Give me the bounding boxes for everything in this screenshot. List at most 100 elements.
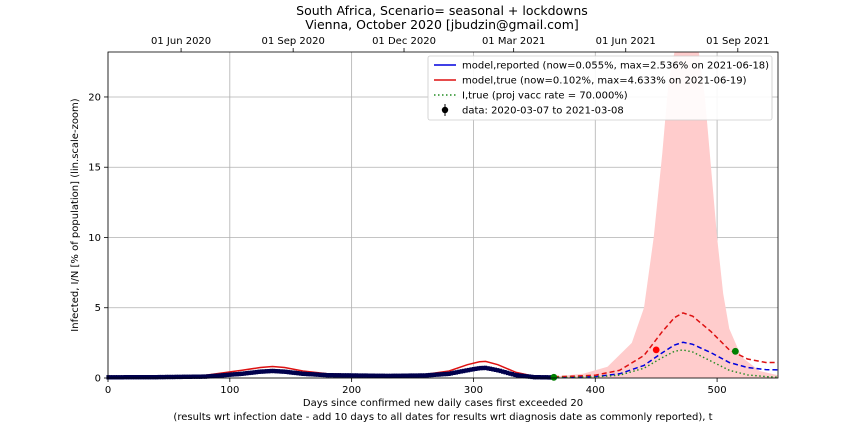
data-point [164,374,169,380]
x-tick-label-2: 200 [342,385,361,396]
x-tick-label-0: 0 [105,385,111,396]
data-point [496,368,500,373]
y-tick-label-0: 0 [95,374,101,385]
data-point [284,369,288,374]
data-point [196,374,200,379]
data-point [501,369,505,374]
x-tick-label-4: 400 [586,385,605,396]
data-point [508,371,512,376]
data-point [135,375,139,380]
data-point [498,368,502,374]
data-point [123,375,127,380]
data-point [279,369,283,374]
data-point [440,372,444,377]
data-point [206,374,210,379]
data-point [532,375,536,380]
data-point [452,370,456,375]
data-point [247,370,251,376]
ticks-layer: 0 100 200 300 400 500 0 5 10 15 20 01 Jun 2020 01 Se… [88,36,769,396]
data-point [525,374,529,379]
data-point [486,366,490,371]
data-point [201,374,205,379]
data-point [442,371,446,377]
data-point [459,369,463,374]
data-point [423,373,427,378]
data-point [491,367,495,372]
data-point [130,375,134,380]
data-point [145,375,149,380]
data-point [318,372,322,377]
data-point [484,365,488,371]
data-point [133,375,137,380]
data-point [469,367,473,372]
data-point [238,371,242,377]
data-point [474,366,478,371]
top-tick-label-1: 01 Sep 2020 [261,36,324,47]
data-point [311,372,315,377]
data-point [354,373,359,378]
data-point [418,373,422,378]
data-point [337,373,342,378]
data-point [184,374,188,379]
y-tick-label-3: 15 [88,163,101,174]
data-point [223,372,227,378]
top-tick-label-5: 01 Sep 2021 [706,36,769,47]
y-tick-label-2: 10 [88,233,101,244]
data-point [142,375,147,380]
data-point [515,373,519,378]
data-point [138,375,142,380]
data-point [396,373,400,378]
data-point [523,373,527,379]
data-point [199,374,203,379]
data-point [384,373,388,379]
data-point [186,374,190,379]
confidence-band [553,52,778,378]
data-point [245,371,249,376]
data-point [272,368,276,374]
data-point [269,368,273,374]
data-point [116,375,120,380]
data-point [374,373,378,378]
data-point [481,365,485,371]
x-axis-note: (results wrt infection date - add 10 day… [173,412,712,423]
x-tick-label-3: 300 [464,385,483,396]
data-point [162,374,166,380]
data-points-layer [106,365,556,380]
legend-box [427,55,773,121]
data-point [296,371,300,376]
data-point [479,365,483,371]
data-point [342,373,346,378]
data-point [286,369,290,375]
data-point [155,375,159,380]
series-i-true [553,349,779,379]
data-point [445,371,449,377]
data-point [294,370,298,376]
data-point [364,373,368,378]
data-point [435,372,439,377]
data-point [437,372,441,377]
data-point [233,372,237,377]
data-point [462,368,466,374]
data-point [510,372,514,377]
data-point [430,372,434,378]
data-point [257,369,261,374]
legend-model-true: model,true (now=0.102%, max=4.633% on 20… [462,76,747,87]
data-point [240,371,244,376]
x-axis-label: Days since confirmed new daily cases fir… [303,398,583,409]
legend-model-reported: model,reported (now=0.055%, max=2.536% o… [462,61,769,72]
data-point [303,371,307,377]
data-point [301,371,305,376]
data-point [357,373,361,378]
data-point [250,370,254,375]
data-point [372,373,376,378]
data-point [298,371,303,376]
data-point [152,375,156,380]
legend-data: data: 2020-03-07 to 2021-03-08 [462,106,624,117]
top-tick-label-2: 01 Dec 2020 [372,36,436,47]
data-point [457,369,461,375]
markers-layer [550,346,739,381]
data-point [194,374,198,379]
data-point [350,373,354,378]
data-point [211,373,215,379]
data-point [242,371,246,376]
